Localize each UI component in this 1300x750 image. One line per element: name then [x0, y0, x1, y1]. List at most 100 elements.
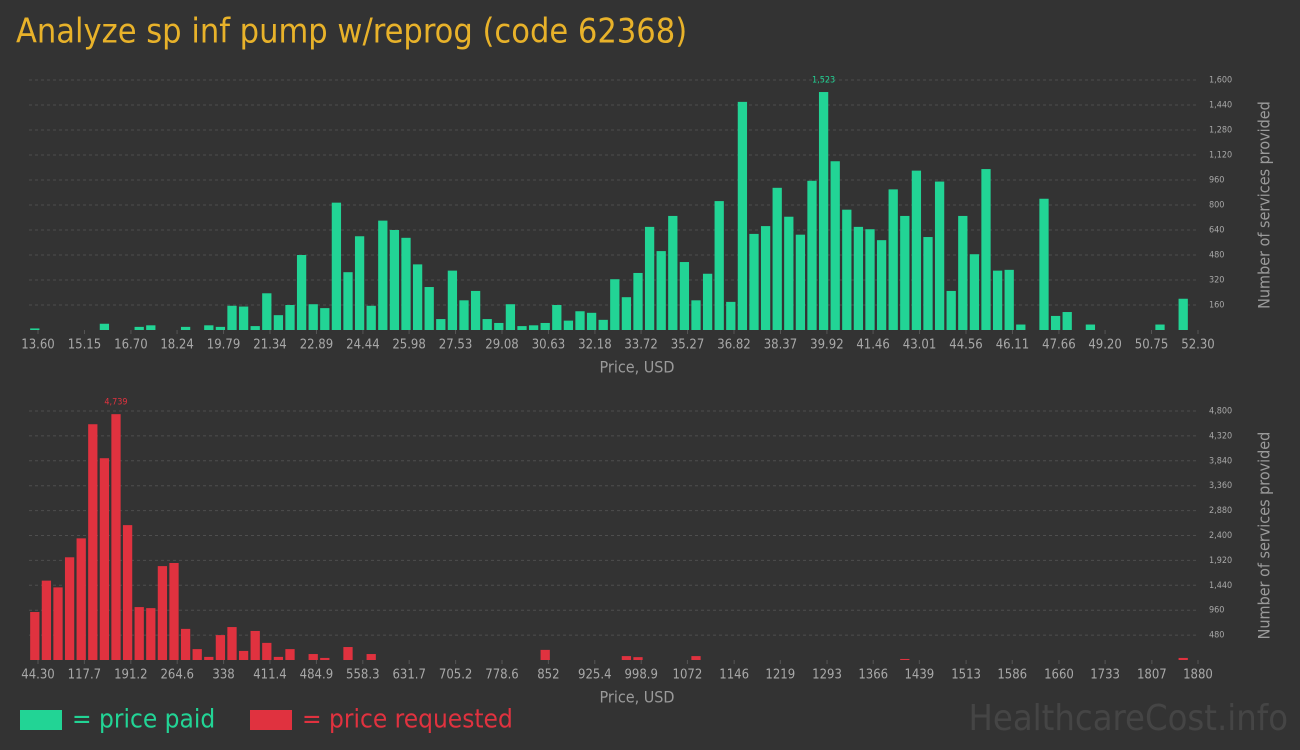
bar [331, 202, 342, 330]
bar [262, 293, 272, 330]
x-tick-label: 411.4 [253, 668, 286, 683]
bar [830, 161, 840, 330]
x-tick-label: 13.60 [21, 338, 54, 353]
x-tick-label: 1219 [765, 668, 795, 683]
bar [250, 630, 260, 660]
bar [668, 215, 678, 330]
bar [30, 328, 40, 330]
bar [1178, 298, 1188, 330]
bar [99, 323, 110, 330]
legend-swatch [20, 710, 62, 730]
bar [30, 612, 40, 660]
x-tick-label: 36.82 [717, 338, 750, 353]
x-tick-label: 264.6 [160, 668, 193, 683]
bar [343, 272, 353, 330]
bar [807, 180, 817, 330]
bar [215, 326, 226, 330]
bar [1178, 657, 1188, 660]
bar [180, 628, 191, 660]
legend-swatch [250, 710, 292, 730]
bar [227, 627, 237, 660]
bar [946, 290, 956, 330]
x-tick-label: 22.89 [300, 338, 333, 353]
bar [204, 325, 214, 330]
x-tick-label: 18.24 [160, 338, 193, 353]
y-axis-title: Number of services provided [1255, 101, 1274, 309]
x-tick-label: 44.30 [21, 668, 54, 683]
x-tick-label: 16.70 [114, 338, 147, 353]
x-tick-label: 46.11 [996, 338, 1029, 353]
bar [610, 279, 620, 330]
bar [53, 587, 63, 660]
legend-label: = price requested [302, 705, 513, 735]
x-tick-label: 29.08 [485, 338, 518, 353]
x-tick-label: 1439 [904, 668, 934, 683]
x-tick-label: 1807 [1137, 668, 1167, 683]
y-tick-label: 1,920 [1209, 556, 1232, 566]
x-tick-label: 998.9 [624, 668, 657, 683]
x-tick-label: 21.34 [253, 338, 286, 353]
x-tick-label: 49.20 [1088, 338, 1121, 353]
bar [749, 233, 759, 330]
x-tick-label: 39.92 [810, 338, 843, 353]
bar [215, 635, 226, 660]
bar [64, 557, 75, 660]
bar [865, 229, 875, 330]
bar [1004, 269, 1014, 330]
bar [900, 215, 910, 330]
y-tick-label: 480 [1209, 251, 1224, 261]
bar [911, 170, 922, 330]
bar [679, 262, 690, 330]
x-tick-label: 117.7 [68, 668, 101, 683]
bar [691, 300, 701, 330]
x-tick-label: 484.9 [300, 668, 333, 683]
bar [528, 325, 539, 330]
x-tick-label: 41.46 [856, 338, 889, 353]
y-tick-label: 320 [1209, 276, 1224, 286]
bar [238, 306, 249, 330]
x-tick-label: 1146 [719, 668, 749, 683]
x-tick-label: 19.79 [207, 338, 240, 353]
bar [308, 304, 318, 330]
bar [134, 607, 144, 660]
bar [644, 226, 655, 330]
bar [424, 287, 434, 330]
bar [447, 270, 458, 330]
bar [99, 458, 110, 660]
bar [262, 642, 272, 660]
bar [540, 649, 550, 660]
bar [273, 315, 284, 330]
bar [760, 226, 771, 330]
x-tick-label: 35.27 [671, 338, 704, 353]
x-tick-label: 30.63 [532, 338, 565, 353]
bar [552, 305, 562, 330]
bar [633, 657, 643, 660]
bar [436, 319, 446, 330]
bar [285, 305, 295, 330]
x-tick-label: 558.3 [346, 668, 379, 683]
bar [702, 273, 713, 330]
bar [1062, 312, 1072, 330]
bar [308, 654, 318, 660]
bar [853, 226, 864, 330]
x-tick-label: 32.18 [578, 338, 611, 353]
y-tick-label: 4,800 [1209, 407, 1232, 417]
y-tick-label: 1,120 [1209, 151, 1232, 161]
bar [969, 254, 980, 330]
x-tick-label: 27.53 [439, 338, 472, 353]
bar [378, 220, 388, 330]
x-tick-label: 1293 [812, 668, 842, 683]
bar [204, 656, 214, 660]
bar [354, 236, 365, 330]
bar [540, 322, 550, 330]
y-tick-label: 960 [1209, 606, 1224, 616]
bar [842, 209, 852, 330]
bar [482, 319, 492, 330]
bar [285, 649, 295, 660]
x-tick-label: 1586 [997, 668, 1027, 683]
bar [146, 325, 156, 330]
y-tick-label: 2,880 [1209, 506, 1232, 516]
y-axis-title: Number of services provided [1255, 432, 1274, 640]
value-label: 1,523 [812, 76, 835, 86]
y-tick-label: 3,840 [1209, 456, 1232, 466]
